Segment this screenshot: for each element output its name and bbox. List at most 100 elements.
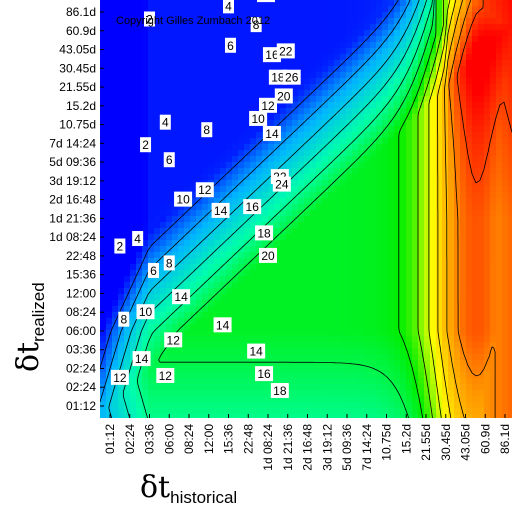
heatmap-cell xyxy=(304,360,311,367)
heatmap-cell xyxy=(118,402,125,409)
heatmap-cell xyxy=(436,360,443,367)
heatmap-cell xyxy=(466,126,473,133)
heatmap-cell xyxy=(460,216,467,223)
heatmap-cell xyxy=(124,144,131,151)
heatmap-cell xyxy=(358,0,365,7)
heatmap-cell xyxy=(130,264,137,271)
heatmap-cell xyxy=(124,240,131,247)
heatmap-cell xyxy=(496,174,503,181)
heatmap-cell xyxy=(382,360,389,367)
heatmap-cell xyxy=(376,240,383,247)
heatmap-cell xyxy=(508,198,512,205)
heatmap-cell xyxy=(496,372,503,379)
heatmap-cell xyxy=(238,42,245,49)
heatmap-cell xyxy=(250,396,257,403)
heatmap-cell xyxy=(160,258,167,265)
heatmap-cell xyxy=(418,252,425,259)
heatmap-cell xyxy=(472,198,479,205)
heatmap-cell xyxy=(208,234,215,241)
heatmap-cell xyxy=(316,372,323,379)
heatmap-cell xyxy=(280,378,287,385)
heatmap-cell xyxy=(226,174,233,181)
heatmap-cell xyxy=(364,348,371,355)
heatmap-cell xyxy=(292,210,299,217)
heatmap-cell xyxy=(370,48,377,55)
heatmap-cell xyxy=(220,18,227,25)
heatmap-cell xyxy=(466,120,473,127)
heatmap-cell xyxy=(184,84,191,91)
heatmap-cell xyxy=(334,288,341,295)
heatmap-cell xyxy=(322,0,329,7)
heatmap-cell xyxy=(106,342,113,349)
heatmap-cell xyxy=(160,240,167,247)
heatmap-cell xyxy=(280,126,287,133)
heatmap-cell xyxy=(442,240,449,247)
heatmap-cell xyxy=(142,234,149,241)
heatmap-cell xyxy=(124,264,131,271)
heatmap-cell xyxy=(496,30,503,37)
contour-label-bg xyxy=(172,289,191,305)
heatmap-cell xyxy=(406,18,413,25)
heatmap-cell xyxy=(280,294,287,301)
heatmap-cell xyxy=(268,240,275,247)
heatmap-cell xyxy=(448,318,455,325)
heatmap-cell xyxy=(184,168,191,175)
heatmap-cell xyxy=(448,276,455,283)
heatmap-cell xyxy=(412,384,419,391)
heatmap-cell xyxy=(310,168,317,175)
heatmap-cell xyxy=(166,144,173,151)
heatmap-cell xyxy=(460,342,467,349)
heatmap-cell xyxy=(466,372,473,379)
heatmap-cell xyxy=(406,78,413,85)
heatmap-cell xyxy=(124,78,131,85)
heatmap-cell xyxy=(280,144,287,151)
heatmap-cell xyxy=(298,54,305,61)
heatmap-cell xyxy=(388,336,395,343)
heatmap-cell xyxy=(274,18,281,25)
heatmap-cell xyxy=(316,168,323,175)
heatmap-cell xyxy=(310,162,317,169)
heatmap-cell xyxy=(190,54,197,61)
heatmap-cell xyxy=(250,228,257,235)
heatmap-cell xyxy=(304,258,311,265)
heatmap-cell xyxy=(196,72,203,79)
heatmap-cell xyxy=(454,282,461,289)
heatmap-cell xyxy=(346,114,353,121)
heatmap-cell xyxy=(136,372,143,379)
heatmap-cell xyxy=(460,252,467,259)
heatmap-cell xyxy=(388,162,395,169)
heatmap-cell xyxy=(436,90,443,97)
heatmap-cell xyxy=(202,372,209,379)
heatmap-cell xyxy=(496,90,503,97)
heatmap-cell xyxy=(136,120,143,127)
heatmap-cell xyxy=(406,72,413,79)
heatmap-cell xyxy=(418,150,425,157)
heatmap-cell xyxy=(226,30,233,37)
heatmap-cell xyxy=(448,408,455,415)
heatmap-cell xyxy=(130,300,137,307)
contour-label: 6 xyxy=(147,262,159,278)
heatmap-cell xyxy=(388,0,395,7)
heatmap-cell xyxy=(436,114,443,121)
heatmap-cell xyxy=(424,192,431,199)
heatmap-cell xyxy=(250,372,257,379)
heatmap-cell xyxy=(178,282,185,289)
heatmap-cell xyxy=(490,348,497,355)
heatmap-cell xyxy=(466,210,473,217)
heatmap-cell xyxy=(274,306,281,313)
heatmap-cell xyxy=(244,150,251,157)
heatmap-cell xyxy=(460,222,467,229)
heatmap-cell xyxy=(436,54,443,61)
heatmap-cell xyxy=(508,234,512,241)
heatmap-cell xyxy=(166,234,173,241)
heatmap-cell xyxy=(430,240,437,247)
heatmap-cell xyxy=(406,120,413,127)
heatmap-cell xyxy=(460,390,467,397)
heatmap-cell xyxy=(502,162,509,169)
heatmap-cell xyxy=(406,342,413,349)
heatmap-cell xyxy=(190,192,197,199)
heatmap-cell xyxy=(496,330,503,337)
heatmap-cell xyxy=(130,48,137,55)
heatmap-cell xyxy=(364,366,371,373)
heatmap-cell xyxy=(130,318,137,325)
